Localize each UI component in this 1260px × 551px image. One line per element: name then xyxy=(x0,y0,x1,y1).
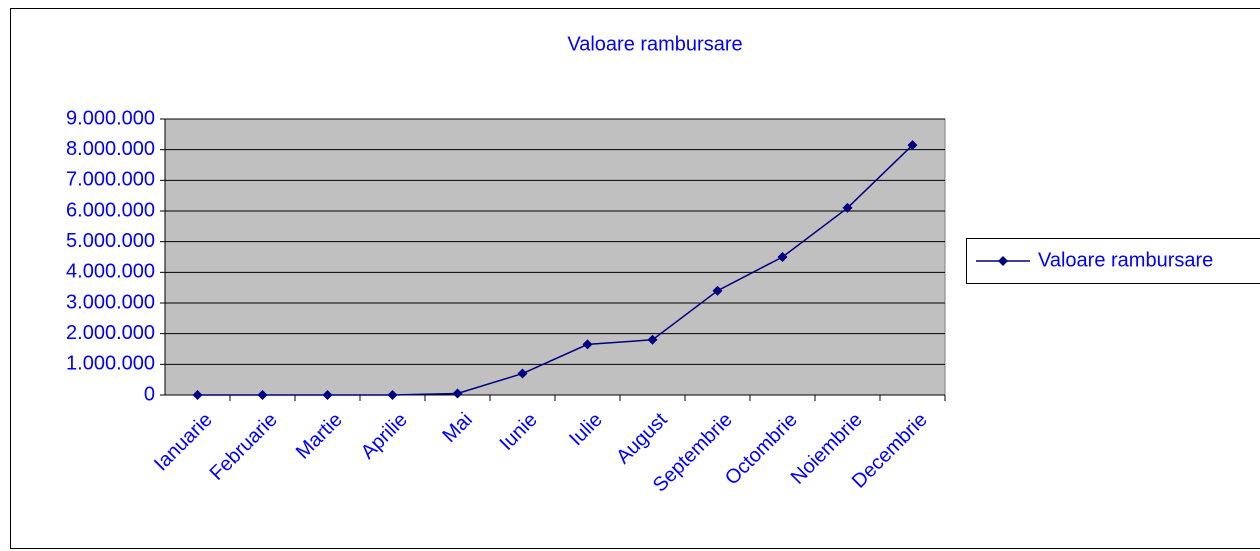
legend-label: Valoare rambursare xyxy=(1038,249,1213,271)
y-tick-label: 0 xyxy=(144,383,155,405)
y-tick-label: 1.000.000 xyxy=(66,353,155,375)
data-point xyxy=(777,252,788,262)
data-point xyxy=(647,334,658,345)
y-tick-label: 8.000.000 xyxy=(66,138,155,160)
data-point xyxy=(907,140,918,151)
y-tick-label: 3.000.000 xyxy=(66,291,155,313)
y-tick-label: 5.000.000 xyxy=(66,230,155,252)
data-point xyxy=(387,390,398,400)
y-tick-label: 9.000.000 xyxy=(66,107,155,129)
data-point xyxy=(582,339,593,350)
series-line xyxy=(197,144,914,396)
data-point xyxy=(452,388,463,399)
data-point xyxy=(322,390,333,400)
y-tick-label: 7.000.000 xyxy=(66,169,155,191)
plot-area xyxy=(164,118,946,396)
y-tick-label: 4.000.000 xyxy=(66,261,155,283)
chart-title: Valoare rambursare xyxy=(567,33,742,55)
legend-marker xyxy=(998,256,1008,266)
data-point xyxy=(192,390,203,400)
data-point xyxy=(712,285,723,296)
y-tick-label: 2.000.000 xyxy=(66,322,155,344)
y-tick-label: 6.000.000 xyxy=(66,199,155,221)
data-point xyxy=(257,390,268,400)
data-point xyxy=(842,202,853,213)
data-point xyxy=(517,368,528,379)
